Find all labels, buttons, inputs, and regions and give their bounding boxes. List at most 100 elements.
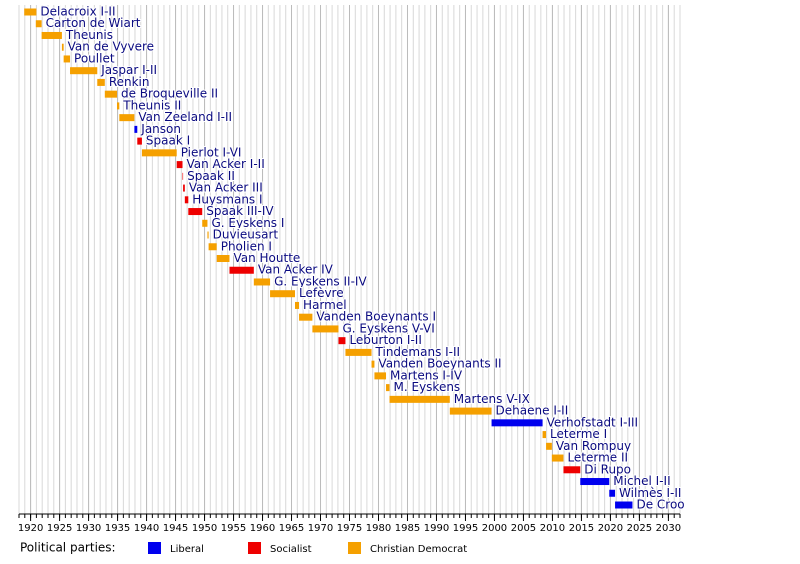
bar <box>188 208 203 216</box>
bar <box>35 20 42 28</box>
bar <box>41 31 62 39</box>
bar-label: Tindemans I-II <box>375 345 461 359</box>
bar <box>70 67 98 75</box>
bar-label: Duvieusart <box>213 228 279 242</box>
bar-label: Huysmans I <box>192 192 262 206</box>
bar-label: Van de Vyvere <box>68 40 154 54</box>
legend-label: Christian Democrat <box>370 544 467 555</box>
x-tick-label: 1980 <box>366 523 391 534</box>
bar <box>24 8 37 16</box>
x-tick-label: 1930 <box>76 523 101 534</box>
bar-label: Van Acker III <box>189 181 263 195</box>
bar-label: Theunis <box>65 28 113 42</box>
bar-label: Pholien I <box>221 239 272 253</box>
bar-label: G. Eyskens I <box>211 216 284 230</box>
x-tick-label: 1940 <box>134 523 159 534</box>
bar <box>299 313 313 321</box>
bar-label: Jaspar I-II <box>100 63 157 77</box>
x-tick-label: 2015 <box>569 523 594 534</box>
x-tick-label: 2000 <box>482 523 507 534</box>
bar-label: Martens I-IV <box>390 368 463 382</box>
bar <box>563 466 581 474</box>
bar-label: Wilmès I-II <box>619 486 681 500</box>
bar <box>270 290 295 298</box>
bar <box>216 255 230 262</box>
bar <box>546 442 552 450</box>
bar <box>182 172 184 180</box>
bar-label: Theunis II <box>122 98 181 112</box>
bar-label: Leterme I <box>550 427 607 441</box>
x-tick-label: 1985 <box>395 523 420 534</box>
x-tick-label: 1935 <box>105 523 130 534</box>
legend-title: Political parties: <box>20 541 116 555</box>
bar-label: Leburton I-II <box>349 333 421 347</box>
legend-label: Socialist <box>270 544 312 555</box>
bar-label: Lefèvre <box>299 286 344 300</box>
bar <box>184 196 189 204</box>
bar-label: Spaak III-IV <box>206 204 274 218</box>
bar <box>371 360 375 368</box>
bar-label: Vanden Boeynants I <box>316 310 436 324</box>
bar <box>551 454 564 462</box>
bar <box>580 478 610 486</box>
bar-label: Renkin <box>109 75 150 89</box>
bar-label: Carton de Wiart <box>46 16 141 30</box>
bar <box>338 337 346 345</box>
bar <box>449 407 492 415</box>
bar-label: de Broqueville II <box>121 87 218 101</box>
bar-label: Delacroix I-II <box>40 5 115 19</box>
bar-label: Dehaene I-II <box>496 404 569 418</box>
bar <box>176 161 183 169</box>
bar-label: Janson <box>140 122 181 136</box>
bar-label: Van Houtte <box>233 251 300 265</box>
bar <box>134 125 138 133</box>
bar-label: Michel I-II <box>613 474 670 488</box>
bar <box>294 301 300 309</box>
x-tick-label: 1970 <box>308 523 333 534</box>
x-tick-label: 2010 <box>540 523 565 534</box>
bar <box>389 395 450 403</box>
bar <box>207 231 209 239</box>
legend-swatch <box>248 542 261 554</box>
bar-label: G. Eyskens II-IV <box>274 274 367 288</box>
bar-label: Spaak I <box>146 134 190 148</box>
bar <box>386 384 390 392</box>
bar-label: Harmel <box>303 298 347 312</box>
bar-label: Van Zeeland I-II <box>138 110 232 124</box>
legend-swatch <box>348 542 361 554</box>
bar-label: G. Eyskens V-VI <box>342 321 434 335</box>
bar-label: Spaak II <box>187 169 235 183</box>
bar <box>253 278 271 286</box>
x-tick-label: 2005 <box>511 523 536 534</box>
bar-label: Verhofstadt I-III <box>547 415 639 429</box>
x-tick-label: 1995 <box>453 523 478 534</box>
bar <box>119 114 135 122</box>
bar-label: Van Rompuy <box>556 439 631 453</box>
bar <box>116 102 120 110</box>
x-tick-label: 1955 <box>221 523 246 534</box>
legend-swatch <box>148 542 161 554</box>
bar-label: M. Eyskens <box>394 380 461 394</box>
bar <box>374 372 387 380</box>
x-tick-label: 1965 <box>279 523 304 534</box>
x-tick-label: 2030 <box>656 523 681 534</box>
x-tick-label: 1990 <box>424 523 449 534</box>
bar-label: Poullet <box>74 51 115 65</box>
bar-label: Di Rupo <box>584 462 631 476</box>
bar <box>104 90 117 98</box>
x-tick-label: 1950 <box>192 523 217 534</box>
bar <box>137 137 142 145</box>
bar <box>61 43 64 51</box>
bar <box>542 431 547 439</box>
bar <box>208 243 217 251</box>
bar <box>345 348 372 356</box>
x-tick-label: 1920 <box>18 523 43 534</box>
bar <box>97 78 105 86</box>
bar-label: Van Acker IV <box>258 263 334 277</box>
bar <box>202 219 208 227</box>
bar-label: Martens V-IX <box>454 392 530 406</box>
bar <box>229 266 254 274</box>
bar-label: Leterme II <box>567 451 628 465</box>
